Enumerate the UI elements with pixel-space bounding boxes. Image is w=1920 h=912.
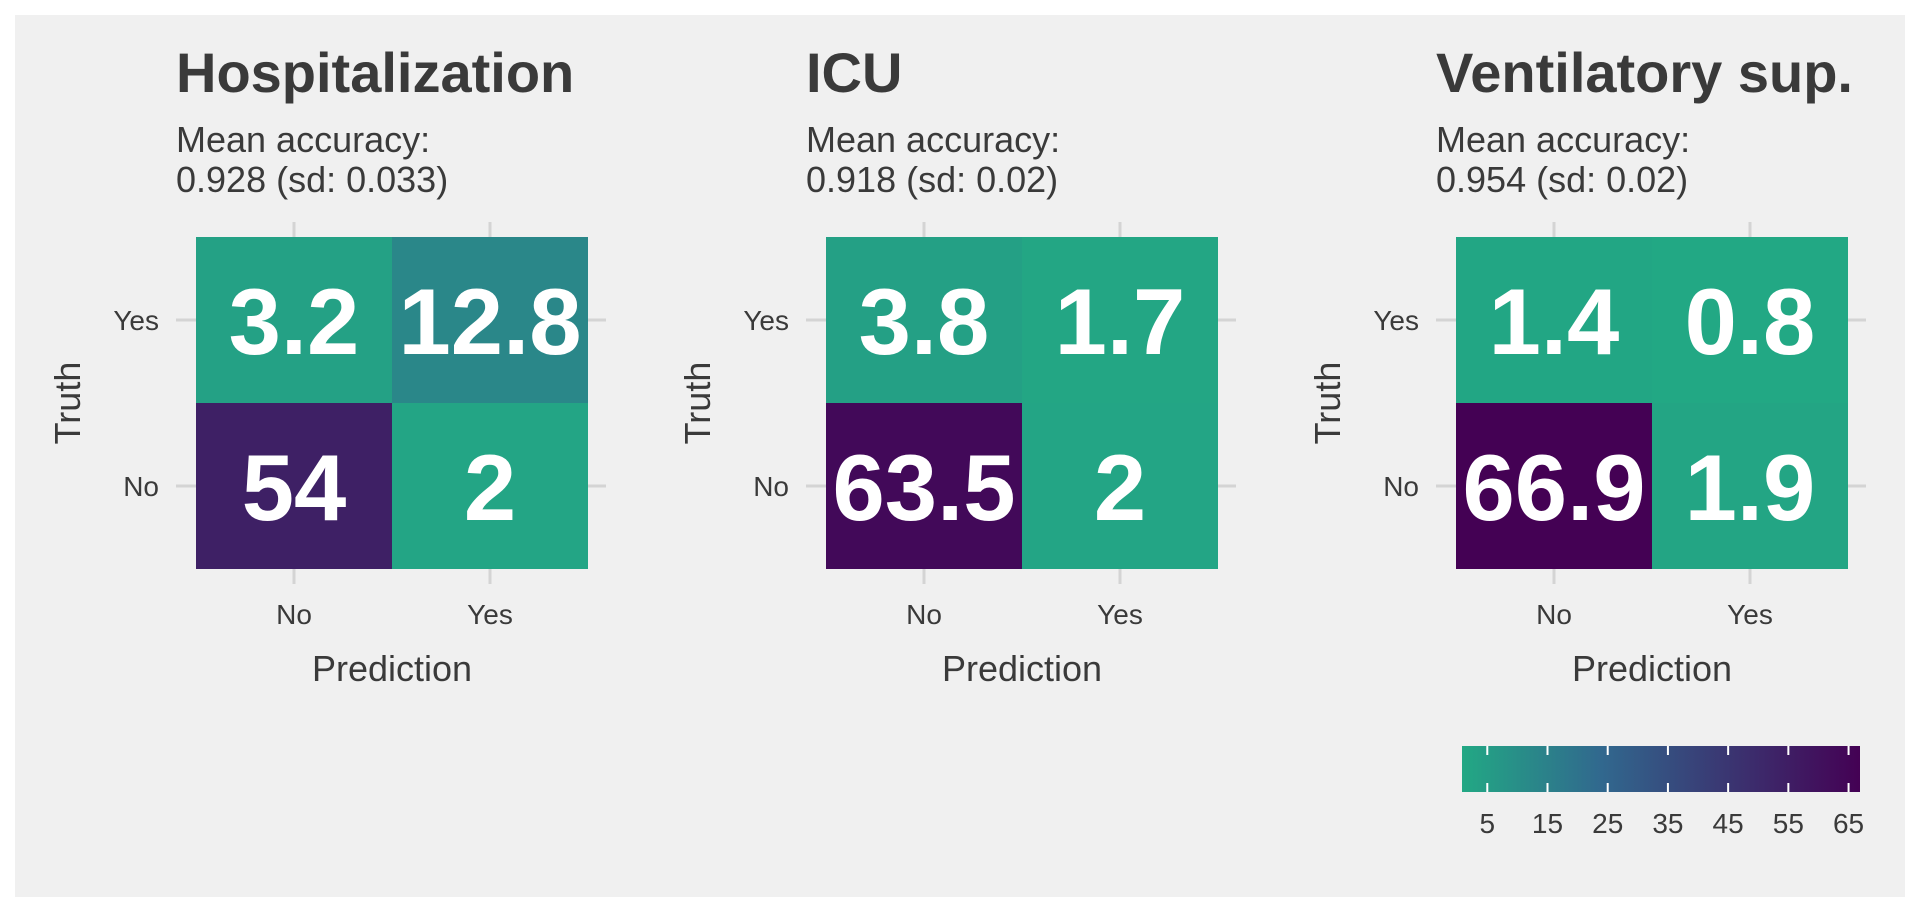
colorbar-tick-label: 5 [1479,808,1495,839]
cell-value-label: 1.9 [1685,435,1816,540]
panel-subtitle-line1: Mean accuracy: [1436,119,1690,160]
panel-subtitle-line2: 0.928 (sd: 0.033) [176,159,448,200]
panel-subtitle-line2: 0.918 (sd: 0.02) [806,159,1058,200]
colorbar-tick-label: 25 [1592,808,1623,839]
cell-value-label: 63.5 [833,435,1016,540]
x-tick-label: Yes [467,599,513,630]
heatmap-cell-truth-no-pred-no [1456,403,1652,569]
panel-title: Ventilatory sup. [1436,41,1853,104]
colorbar-tick-label: 65 [1833,808,1864,839]
cell-value-label: 1.7 [1055,269,1186,374]
panel-2: ICU Mean accuracy:0.918 (sd: 0.02) 3.8 1.7 6… [677,41,1236,689]
y-axis-label: Truth [677,362,718,445]
cell-value-label: 3.2 [229,269,360,374]
heatmap-cell-truth-yes-pred-yes [392,237,588,403]
heatmap-cell-truth-no-pred-yes [392,403,588,569]
heatmap-cell-truth-no-pred-yes [1652,403,1848,569]
x-tick-label: No [276,599,312,630]
cell-value-label: 66.9 [1463,435,1646,540]
colorbar: 5 15 25 35 45 55 65 [1462,746,1864,839]
panel-subtitle-line1: Mean accuracy: [176,119,430,160]
heatmap-cell-truth-yes-pred-no [826,237,1022,403]
x-tick-label: No [1536,599,1572,630]
x-tick-label: Yes [1097,599,1143,630]
x-tick-label: No [906,599,942,630]
panel-title: ICU [806,41,902,104]
panel-subtitle-line1: Mean accuracy: [806,119,1060,160]
y-axis-label: Truth [1307,362,1348,445]
colorbar-tick-label: 15 [1532,808,1563,839]
panel-1: Hospitalization Mean accuracy:0.928 (sd: … [47,41,606,689]
x-axis-label: Prediction [1572,648,1732,689]
y-axis-label: Truth [47,362,88,445]
x-tick-label: Yes [1727,599,1773,630]
y-tick-label: Yes [1373,305,1419,336]
cell-value-label: 3.8 [859,269,990,374]
y-tick-label: No [1383,471,1419,502]
cell-value-label: 54 [242,435,347,540]
y-tick-label: No [753,471,789,502]
x-axis-label: Prediction [312,648,472,689]
colorbar-tick-label: 55 [1773,808,1804,839]
y-tick-label: Yes [743,305,789,336]
heatmap-cell-truth-yes-pred-no [196,237,392,403]
colorbar-ticks: 5 15 25 35 45 55 65 [1479,746,1864,839]
panel-3: Ventilatory sup. Mean accuracy:0.954 (sd:… [1307,41,1866,689]
panel-title: Hospitalization [176,41,574,104]
heatmap-cell-truth-yes-pred-no [1456,237,1652,403]
heatmap-cell-truth-no-pred-no [826,403,1022,569]
cell-value-label: 1.4 [1489,269,1620,374]
y-tick-label: Yes [113,305,159,336]
heatmap-cell-truth-no-pred-yes [1022,403,1218,569]
x-axis-label: Prediction [942,648,1102,689]
cell-value-label: 2 [1094,435,1146,540]
colorbar-tick-label: 45 [1713,808,1744,839]
heatmap-cell-truth-yes-pred-yes [1022,237,1218,403]
heatmap-cell-truth-no-pred-no [196,403,392,569]
y-tick-label: No [123,471,159,502]
colorbar-tick-label: 35 [1652,808,1683,839]
cell-value-label: 0.8 [1685,269,1816,374]
panel-subtitle-line2: 0.954 (sd: 0.02) [1436,159,1688,200]
cell-value-label: 12.8 [399,269,582,374]
cell-value-label: 2 [464,435,516,540]
colorbar-gradient [1462,746,1860,792]
heatmap-cell-truth-yes-pred-yes [1652,237,1848,403]
